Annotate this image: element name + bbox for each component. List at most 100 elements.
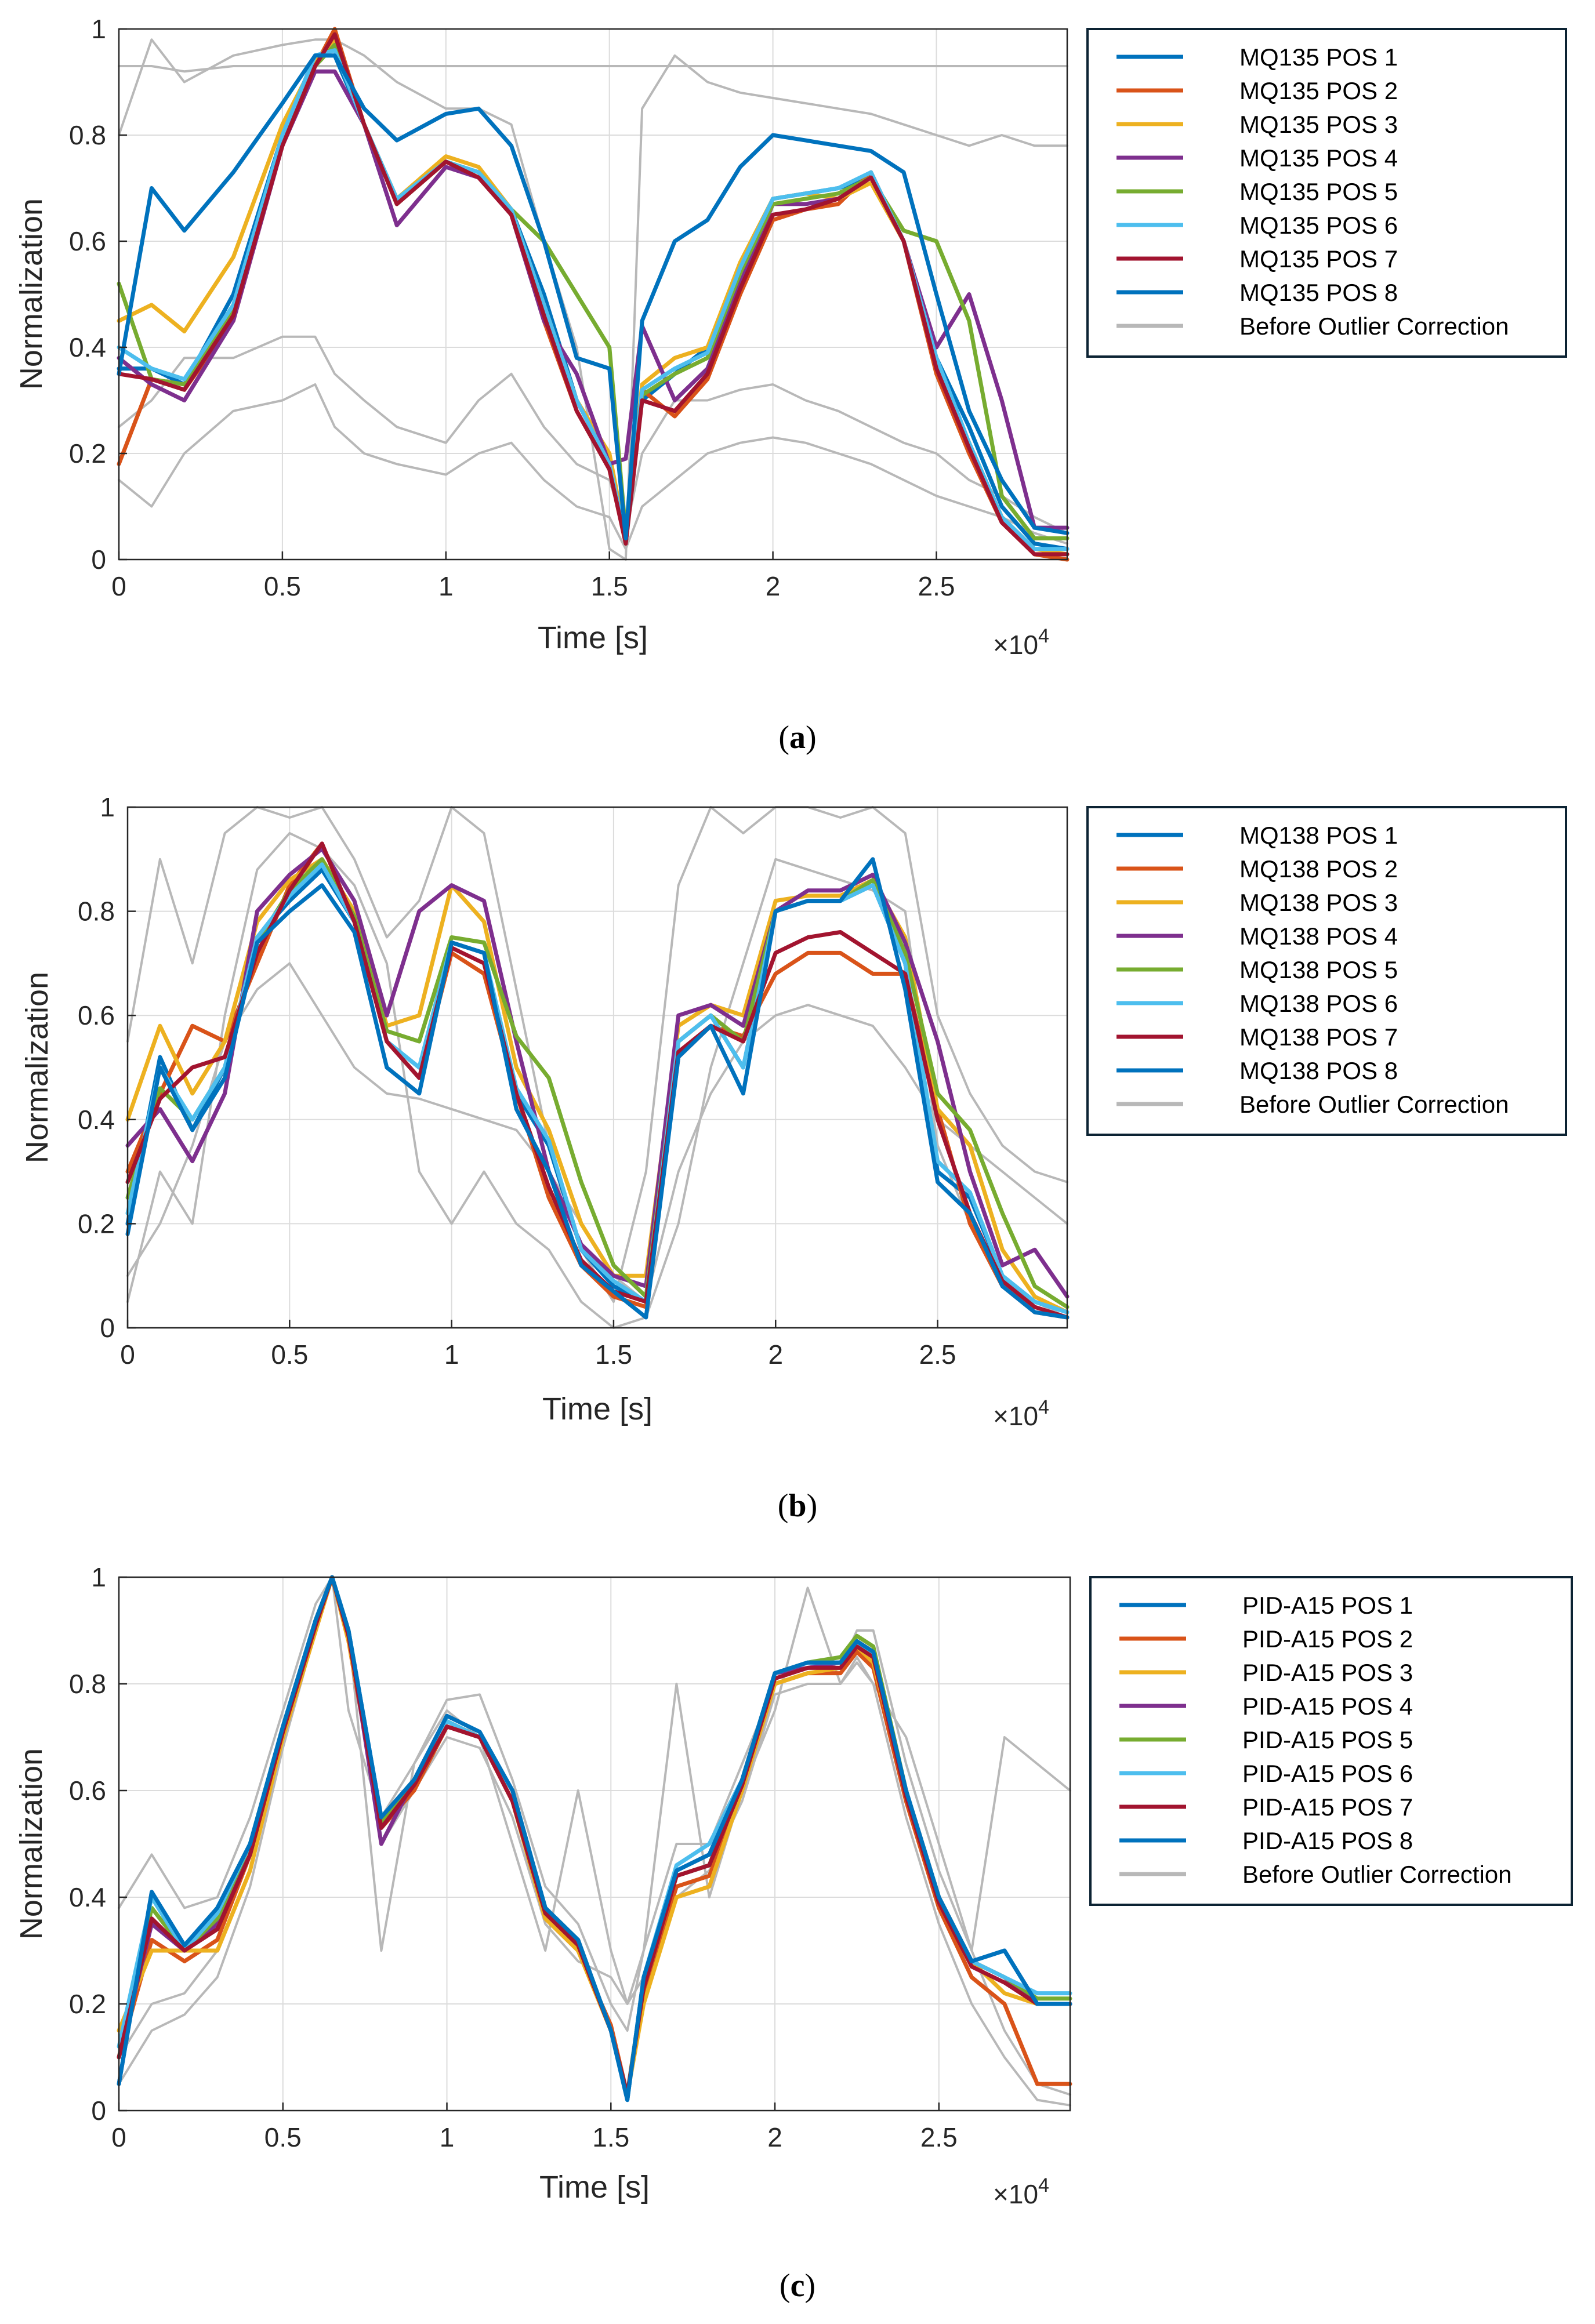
legend-label-a-2: MQ135 POS 2 <box>1239 77 1398 104</box>
y-tick-label-b: 0.4 <box>78 1105 115 1135</box>
legend-label-b-4: MQ138 POS 4 <box>1239 923 1398 950</box>
y-tick-label-a: 0.4 <box>69 332 106 362</box>
legend-label-c-5: PID-A15 POS 5 <box>1242 1726 1413 1753</box>
legend-label-a-4: MQ135 POS 4 <box>1239 144 1398 172</box>
caption-a: (a) <box>778 720 816 756</box>
x-tick-label-b: 0 <box>120 1339 135 1370</box>
plot-area-a <box>119 29 1067 560</box>
legend-label-b-1: MQ138 POS 1 <box>1239 822 1398 849</box>
legend-a: MQ135 POS 1 MQ135 POS 2 MQ135 POS 3 MQ135 P… <box>1086 28 1567 358</box>
x-tick-label-a: 1 <box>438 571 454 601</box>
legend-label-a-8: MQ135 POS 8 <box>1239 279 1398 306</box>
x-tick-label-c: 0 <box>111 2122 126 2152</box>
legend-label-a-7: MQ135 POS 7 <box>1239 245 1398 273</box>
legend-c: PID-A15 POS 1 PID-A15 POS 2 PID-A15 POS 3 P… <box>1089 1576 1573 1906</box>
y-ticks-c: 0 0.2 0.4 0.6 0.8 1 <box>69 1562 127 2126</box>
series-line-b-3 <box>125 857 1070 1314</box>
outlier-line-a <box>118 38 1068 561</box>
y-tick-label-b: 0.2 <box>78 1208 115 1239</box>
axes-frame-c <box>118 1576 1071 2112</box>
x-tick-label-c: 2 <box>767 2122 782 2152</box>
x-tick-label-a: 2 <box>766 571 781 601</box>
y-tick-label-c: 0.2 <box>69 1989 106 2019</box>
x-axis-label-b: Time [s] <box>542 1392 652 1426</box>
x-ticks-c: 0 0.5 1 1.5 2 2.5 <box>111 2103 958 2152</box>
y-tick-label-a: 0.8 <box>69 120 106 150</box>
legend-b: MQ138 POS 1 MQ138 POS 2 MQ138 POS 3 MQ138 P… <box>1086 806 1567 1136</box>
x-tick-label-c: 2.5 <box>920 2122 958 2152</box>
y-tick-label-c: 0 <box>91 2096 106 2126</box>
y-ticks-a: 0 0.2 0.4 0.6 0.8 1 <box>69 14 127 575</box>
y-tick-label-c: 0.8 <box>69 1669 106 1699</box>
legend-label-b-9: Before Outlier Correction <box>1239 1091 1509 1118</box>
y-ticks-b: 0 0.2 0.4 0.6 0.8 1 <box>78 792 136 1343</box>
legend-label-b-2: MQ138 POS 2 <box>1239 855 1398 883</box>
series-layer-c <box>117 1575 1072 2107</box>
outlier-line-a <box>118 383 1068 550</box>
legend-label-c-8: PID-A15 POS 8 <box>1242 1827 1413 1854</box>
y-axis-label-a: Normalization <box>14 198 49 390</box>
legend-label-a-5: MQ135 POS 5 <box>1239 178 1398 205</box>
y-tick-label-b: 1 <box>100 792 115 822</box>
legend-label-c-7: PID-A15 POS 7 <box>1242 1793 1413 1821</box>
outlier-line-b <box>126 831 1068 1329</box>
x-axis-label-c: Time [s] <box>539 2170 650 2205</box>
x-tick-label-c: 1 <box>440 2122 455 2152</box>
series-line-a-7 <box>117 32 1070 557</box>
y-tick-label-a: 1 <box>91 14 106 44</box>
y-tick-label-a: 0 <box>91 544 106 575</box>
axes-frame-b <box>126 806 1068 1329</box>
y-tick-label-b: 0.6 <box>78 1000 115 1030</box>
legend-label-c-9: Before Outlier Correction <box>1242 1861 1512 1888</box>
legend-label-b-6: MQ138 POS 6 <box>1239 990 1398 1017</box>
x-tick-label-a: 0 <box>111 571 126 601</box>
series-line-a-8 <box>117 53 1070 540</box>
x-tick-label-c: 0.5 <box>264 2122 302 2152</box>
legend-label-b-8: MQ138 POS 8 <box>1239 1057 1398 1084</box>
legend-label-b-5: MQ138 POS 5 <box>1239 956 1398 983</box>
chart-panel-a: 0 0.5 1 1.5 2 2.5 0 0.2 0.4 0.6 0.8 1 Time [s] Nor… <box>14 14 1567 756</box>
legend-label-a-9: Before Outlier Correction <box>1239 313 1509 340</box>
y-axis-label-b: Normalization <box>20 972 55 1163</box>
x-multiplier-c: ×104 <box>993 2174 1049 2209</box>
y-tick-label-a: 0.6 <box>69 226 106 256</box>
y-tick-label-b: 0 <box>100 1313 115 1343</box>
y-tick-label-b: 0.8 <box>78 896 115 927</box>
x-axis-label-a: Time [s] <box>538 620 648 655</box>
y-tick-label-c: 0.6 <box>69 1775 106 1806</box>
x-tick-label-b: 0.5 <box>271 1339 308 1370</box>
legend-label-c-2: PID-A15 POS 2 <box>1242 1625 1413 1653</box>
x-tick-label-a: 0.5 <box>264 571 301 601</box>
x-tick-label-b: 2 <box>768 1339 783 1370</box>
series-line-c-8 <box>117 1575 1072 2103</box>
x-tick-label-b: 1.5 <box>595 1339 632 1370</box>
legend-label-c-3: PID-A15 POS 3 <box>1242 1659 1413 1686</box>
x-tick-label-c: 1.5 <box>592 2122 629 2152</box>
y-tick-label-c: 1 <box>91 1562 106 1592</box>
chart-panel-b: 0 0.5 1 1.5 2 2.5 0 0.2 0.4 0.6 0.8 1 Time [s] Nor… <box>20 792 1567 1524</box>
legend-label-c-4: PID-A15 POS 4 <box>1242 1693 1413 1720</box>
legend-label-c-1: PID-A15 POS 1 <box>1242 1592 1413 1619</box>
axes-frame-a <box>118 28 1068 561</box>
caption-b: (b) <box>778 1488 817 1524</box>
y-axis-label-c: Normalization <box>14 1748 49 1940</box>
series-layer-a <box>117 27 1070 562</box>
chart-panel-c: 0 0.5 1 1.5 2 2.5 0 0.2 0.4 0.6 0.8 1 Time [s] Nor… <box>14 1562 1573 2304</box>
grid-c <box>119 1577 1070 2111</box>
x-multiplier-a: ×104 <box>993 625 1049 660</box>
series-line-b-8 <box>125 857 1070 1320</box>
x-tick-label-a: 1.5 <box>591 571 628 601</box>
y-tick-label-c: 0.4 <box>69 1882 106 1912</box>
x-ticks-b: 0 0.5 1 1.5 2 2.5 <box>120 1320 956 1370</box>
outlier-line-c <box>118 1576 1071 2107</box>
plot-area-c <box>119 1577 1070 2111</box>
caption-c: (c) <box>780 2268 815 2304</box>
x-multiplier-b: ×104 <box>993 1396 1049 1431</box>
series-line-b-4 <box>125 847 1070 1299</box>
x-tick-label-b: 2.5 <box>919 1339 956 1370</box>
legend-label-b-7: MQ138 POS 7 <box>1239 1023 1398 1051</box>
legend-label-c-6: PID-A15 POS 6 <box>1242 1760 1413 1787</box>
x-tick-label-a: 2.5 <box>918 571 955 601</box>
x-tick-label-b: 1 <box>444 1339 459 1370</box>
